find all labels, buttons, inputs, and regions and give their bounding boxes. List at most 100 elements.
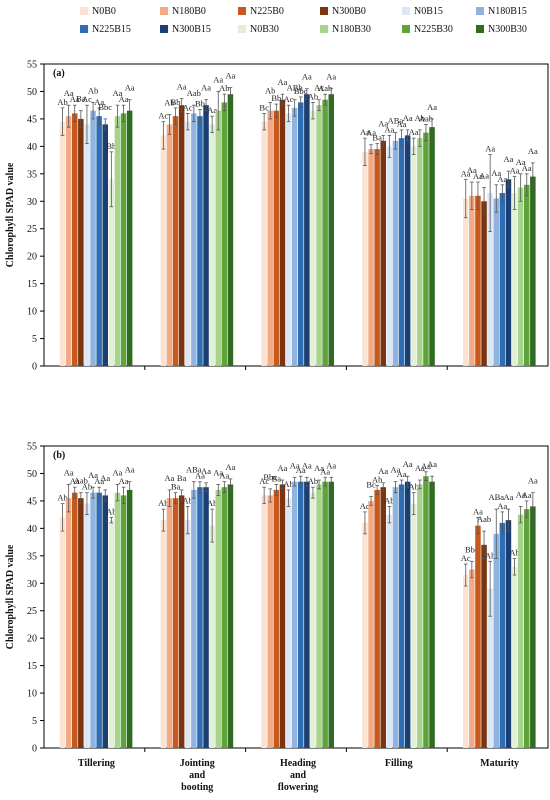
- significance-label: Ab: [372, 475, 382, 485]
- significance-label: Aa: [207, 105, 217, 115]
- y-axis-label: Chlorophyll SPAD value: [5, 544, 16, 649]
- bar: [267, 495, 273, 748]
- bar: [524, 184, 530, 366]
- bar: [368, 149, 374, 366]
- legend-label: N0B15: [414, 6, 443, 17]
- bar: [398, 484, 405, 748]
- bar: [172, 116, 179, 366]
- legend-swatch: [402, 7, 410, 15]
- bar: [160, 520, 167, 748]
- significance-label: Aa: [497, 174, 507, 184]
- legend-swatch: [238, 25, 246, 33]
- bar: [493, 533, 499, 748]
- significance-label: Ab: [265, 85, 275, 95]
- bar: [392, 487, 399, 748]
- bar: [487, 193, 493, 366]
- x-category-label: Filling: [385, 758, 413, 769]
- bar: [374, 489, 380, 748]
- significance-label: ABb: [287, 83, 303, 93]
- bar: [392, 140, 399, 366]
- legend-label: N180B0: [172, 6, 206, 17]
- bar: [298, 102, 304, 366]
- bar: [417, 138, 423, 366]
- significance-label: Aa: [397, 119, 407, 129]
- legend-item: N300B15: [160, 24, 211, 36]
- bar: [285, 498, 292, 748]
- legend-label: N225B15: [92, 24, 131, 35]
- legend-item: N225B0: [238, 6, 284, 18]
- bar: [463, 575, 469, 748]
- significance-label: Ac: [158, 111, 168, 121]
- legend-swatch: [80, 25, 88, 33]
- legend-label: N300B30: [488, 24, 527, 35]
- bar: [463, 198, 469, 366]
- significance-label: Ab: [207, 498, 217, 508]
- legend-swatch: [160, 7, 168, 15]
- bar: [203, 105, 209, 366]
- bar: [59, 517, 66, 748]
- legend-item: N180B15: [476, 6, 527, 18]
- significance-label: Ab: [57, 97, 67, 107]
- significance-label: Aa: [366, 128, 376, 138]
- significance-label: Aa: [119, 94, 129, 104]
- significance-label: Aa: [320, 466, 330, 476]
- significance-label: Ab: [106, 506, 116, 516]
- bar: [114, 116, 121, 366]
- legend-item: N300B0: [320, 6, 366, 18]
- significance-label: Aa: [403, 459, 413, 469]
- significance-label: Bb: [195, 99, 205, 109]
- bar: [429, 481, 435, 748]
- bar: [374, 149, 380, 366]
- legend-swatch: [160, 25, 168, 33]
- significance-label: Ab: [308, 476, 318, 486]
- significance-label: Bb: [271, 93, 281, 103]
- significance-label: Bb: [171, 97, 181, 107]
- significance-label: Bc: [259, 102, 269, 112]
- bar: [291, 481, 298, 748]
- bar: [102, 124, 108, 367]
- significance-label: Aa: [219, 471, 229, 481]
- significance-label: Aa: [473, 171, 483, 181]
- bar: [517, 514, 524, 748]
- significance-label: Aa: [384, 124, 394, 134]
- significance-label: Ba: [177, 473, 187, 483]
- significance-label: Aa: [390, 465, 400, 475]
- bar: [328, 94, 334, 366]
- y-tick-label: 15: [27, 661, 37, 672]
- bar: [267, 110, 273, 366]
- y-tick-label: 20: [27, 252, 37, 263]
- bar: [362, 151, 368, 366]
- legend-label: N0B30: [250, 24, 279, 35]
- legend-label: N300B15: [172, 24, 211, 35]
- significance-label: Ba: [372, 133, 382, 143]
- legend-swatch: [476, 7, 484, 15]
- significance-label: Aa: [88, 470, 98, 480]
- bar: [411, 146, 417, 366]
- significance-label: Aa: [326, 460, 336, 470]
- bar: [524, 509, 530, 748]
- significance-label: Aa: [125, 465, 135, 475]
- bar: [273, 110, 280, 366]
- bar: [102, 495, 108, 748]
- bar: [203, 487, 209, 748]
- legend-item: N0B0: [80, 6, 116, 18]
- significance-label: Aa: [290, 460, 300, 470]
- significance-label: Aa: [112, 88, 122, 98]
- y-tick-label: 45: [27, 114, 37, 125]
- legend-swatch: [80, 7, 88, 15]
- significance-label: Aab: [74, 476, 88, 486]
- significance-label: Aa: [195, 471, 205, 481]
- significance-label: Aa: [94, 97, 104, 107]
- significance-label: Bc: [366, 480, 376, 490]
- bar: [185, 121, 191, 367]
- y-tick-label: 30: [27, 197, 37, 208]
- significance-label: Ba: [76, 94, 86, 104]
- bar: [316, 105, 322, 366]
- bar: [469, 195, 475, 366]
- legend-item: N0B30: [238, 24, 279, 36]
- significance-label: Aa: [516, 489, 526, 499]
- bar: [78, 498, 84, 748]
- panel-label: (b): [53, 450, 65, 461]
- x-category-label: booting: [181, 782, 213, 793]
